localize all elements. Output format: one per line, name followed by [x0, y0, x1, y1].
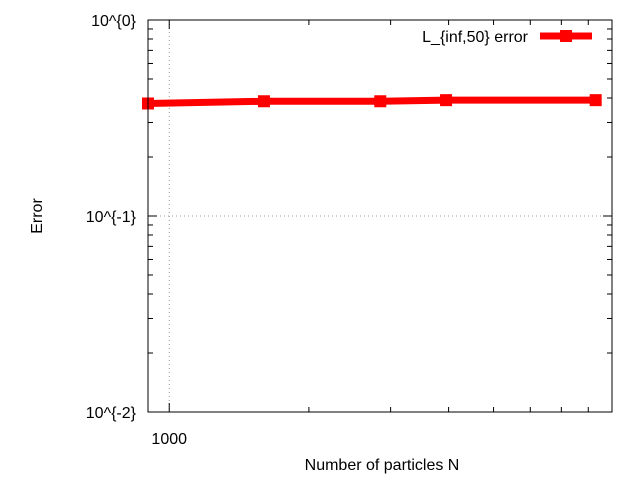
x-axis-title: Number of particles N [305, 457, 460, 474]
x-tick-label: 1000 [151, 431, 187, 448]
grid-layer [148, 20, 612, 412]
data-point-marker [440, 94, 453, 107]
legend-marker-swatch [560, 30, 572, 42]
legend: L_{inf,50} error [422, 29, 592, 46]
y-axis-title: Error [29, 198, 46, 234]
labels-layer: 10^{0} 10^{-1} 10^{-2} 1000 [86, 13, 187, 448]
series-line [147, 96, 596, 107]
data-point-marker [589, 94, 602, 107]
plot-frame [147, 19, 613, 413]
data-point-marker [374, 95, 387, 108]
legend-label: L_{inf,50} error [422, 29, 529, 46]
y-tick-label: 10^{-1} [86, 209, 137, 226]
y-tick-label: 10^{-2} [86, 405, 137, 422]
y-tick-label: 10^{0} [91, 13, 137, 30]
data-point-marker [257, 95, 270, 108]
series-layer [142, 94, 602, 110]
